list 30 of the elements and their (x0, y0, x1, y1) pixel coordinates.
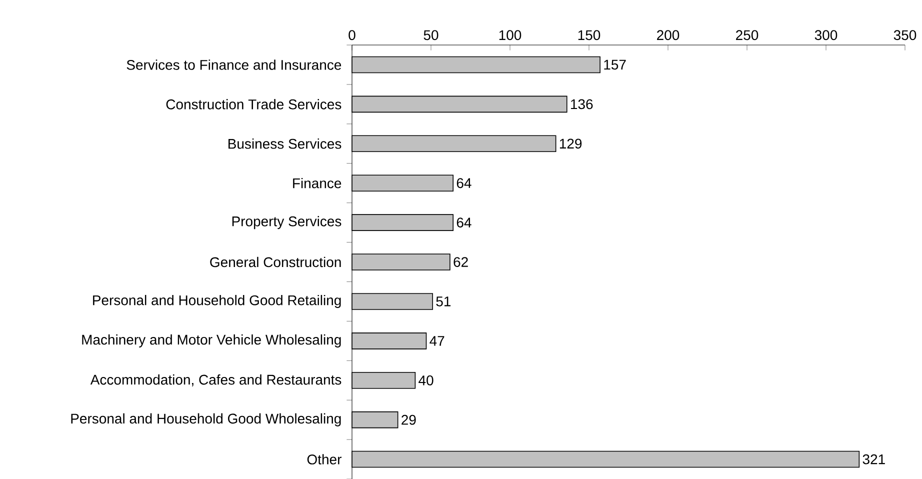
x-tick-label: 250 (736, 30, 758, 40)
x-tick-label: 50 (424, 30, 438, 40)
y-tick-label: Other (307, 454, 342, 464)
y-tick-label: Construction Trade Services (166, 99, 342, 110)
x-tick-label: 0 (348, 30, 356, 40)
data-label: 129 (560, 138, 582, 149)
y-tick-label: Accommodation, Cafes and Restaurants (90, 374, 342, 386)
x-tick-label: 200 (657, 30, 680, 40)
data-label: 136 (571, 99, 593, 110)
x-tick-label: 150 (578, 30, 600, 40)
y-tick-label: Property Services (232, 216, 342, 230)
x-tick-label: 350 (894, 30, 916, 40)
data-label: 62 (454, 257, 468, 267)
data-label: 157 (604, 60, 626, 70)
y-tick-label: General Construction (210, 256, 341, 268)
y-tick-label: Machinery and Motor Vehicle Wholesaling (82, 334, 341, 348)
y-tick-label: Services to Finance and Insurance (126, 60, 342, 70)
data-label: 64 (456, 218, 472, 228)
y-tick-label: Personal and Household Good Wholesaling (71, 413, 341, 426)
data-label: 321 (862, 454, 885, 464)
data-label: 64 (456, 178, 472, 188)
data-label: 40 (418, 375, 434, 386)
y-tick-label: Business Services (228, 138, 342, 149)
data-label: 51 (436, 296, 451, 306)
x-tick-label: 300 (814, 30, 838, 40)
y-tick-label: Personal and Household Good Retailing (93, 294, 341, 308)
x-tick-label: 100 (499, 30, 522, 40)
data-label: 29 (402, 414, 416, 425)
data-label: 47 (430, 336, 444, 346)
y-tick-label: Finance (293, 178, 342, 188)
